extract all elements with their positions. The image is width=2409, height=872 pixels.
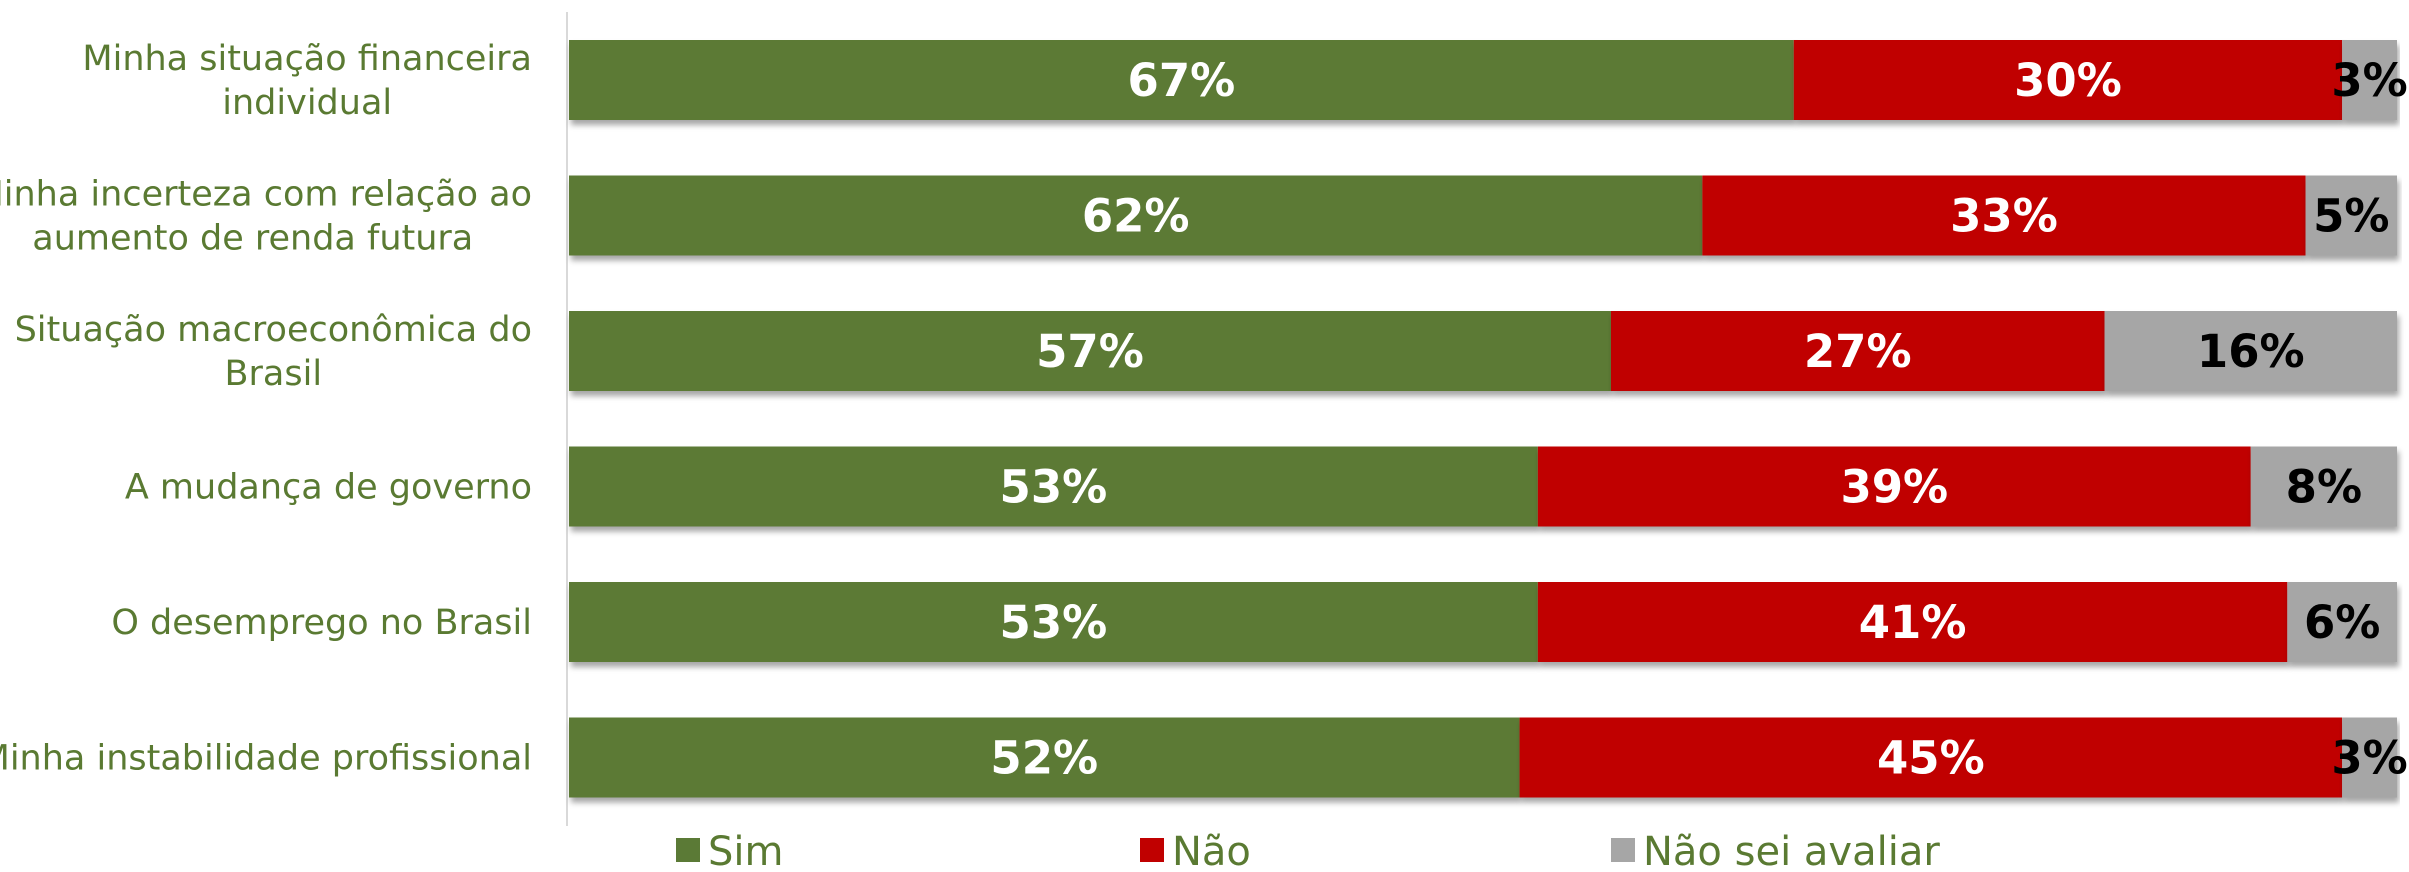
legend-label: Sim bbox=[708, 829, 783, 872]
bar-segment-sim bbox=[569, 446, 1538, 527]
bar-segment-n-o-sei-avaliar bbox=[2342, 40, 2397, 120]
legend-swatch bbox=[1140, 838, 1164, 862]
legend-label: Não sei avaliar bbox=[1643, 829, 1940, 872]
bar-segment-n-o-sei-avaliar bbox=[2287, 582, 2397, 662]
bar-segment-n-o bbox=[1537, 582, 2288, 662]
bar-segment-n-o-sei-avaliar bbox=[2104, 311, 2397, 391]
bar-segment-n-o bbox=[1793, 40, 2343, 120]
value-label: 8% bbox=[2286, 461, 2362, 514]
value-label: 6% bbox=[2304, 596, 2380, 649]
legend-swatch bbox=[1611, 838, 1635, 862]
value-label: 39% bbox=[1840, 461, 1948, 514]
value-label: 27% bbox=[1804, 325, 1912, 378]
bar-segment-n-o-sei-avaliar bbox=[2250, 446, 2397, 527]
value-label: 57% bbox=[1036, 325, 1144, 378]
bar-segment-n-o bbox=[1702, 175, 2306, 256]
value-label: 5% bbox=[2313, 190, 2389, 243]
category-label: O desemprego no Brasil bbox=[111, 603, 532, 643]
bar-segment-n-o-sei-avaliar bbox=[2342, 717, 2397, 798]
value-label: 53% bbox=[1000, 461, 1108, 514]
bars-layer bbox=[569, 40, 2397, 798]
category-label: Situação macroeconômica do Brasil bbox=[15, 310, 532, 394]
category-label: Minha situação financeira individual bbox=[82, 39, 532, 123]
legend-label: Não bbox=[1172, 829, 1251, 872]
value-label: 33% bbox=[1950, 190, 2058, 243]
value-label: 30% bbox=[2014, 54, 2122, 107]
category-label: Minha incerteza com relação ao aumento de… bbox=[0, 175, 532, 259]
legend: Sim Não Não sei avaliar bbox=[676, 829, 1940, 872]
value-label: 45% bbox=[1877, 732, 1985, 785]
value-label: 41% bbox=[1859, 596, 1967, 649]
value-label: 62% bbox=[1082, 190, 1190, 243]
bar-segment-n-o-sei-avaliar bbox=[2305, 175, 2397, 256]
bar-segment-n-o bbox=[1519, 717, 2343, 798]
category-label: A mudança de governo bbox=[125, 468, 532, 508]
bar-segment-sim bbox=[569, 175, 1703, 256]
value-label: 52% bbox=[990, 732, 1098, 785]
value-labels: 67% 30% 3% 62% 33% 5% 57% 27% 16% 53% 39% 8% 53% 41% 6… bbox=[990, 54, 2407, 785]
legend-swatch bbox=[676, 838, 700, 862]
bar-segment-n-o bbox=[1610, 311, 2105, 391]
bar-segment-sim bbox=[569, 717, 1520, 798]
value-label: 3% bbox=[2331, 54, 2407, 107]
value-label: 53% bbox=[1000, 596, 1108, 649]
value-label: 16% bbox=[2197, 325, 2305, 378]
bar-segment-sim bbox=[569, 40, 1794, 120]
bar-segment-sim bbox=[569, 582, 1538, 662]
bar-segment-sim bbox=[569, 311, 1611, 391]
category-labels: Minha situação financeira individual Minha… bbox=[0, 39, 532, 779]
category-label: Minha instabilidade profissional bbox=[0, 739, 532, 779]
value-label: 3% bbox=[2331, 732, 2407, 785]
value-label: 67% bbox=[1128, 54, 1236, 107]
bar-segment-n-o bbox=[1537, 446, 2251, 527]
